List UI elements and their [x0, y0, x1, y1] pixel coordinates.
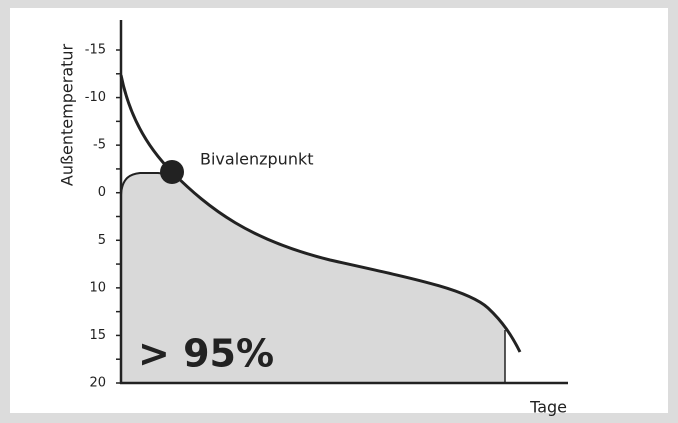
ticks: -15 -10 -5 0 5 10 15 20 [85, 43, 121, 391]
y-axis-label: Außentemperatur [58, 43, 77, 186]
area [121, 172, 505, 383]
y-tick-label: -15 [85, 43, 106, 58]
y-tick-label: 15 [89, 328, 106, 343]
y-tick-label: 10 [89, 280, 106, 295]
x-axis-label: Tage [529, 398, 567, 417]
y-tick-label: 20 [89, 376, 106, 391]
y-tick-label: 0 [98, 185, 106, 200]
bivalence-point [160, 160, 184, 184]
y-tick-label: 5 [98, 233, 106, 248]
annotation: Bivalenzpunkt [200, 150, 314, 169]
y-tick-label: -5 [93, 138, 106, 153]
y-tick-label: -10 [85, 90, 106, 105]
share-label: > 95% [138, 332, 274, 376]
load-curve [119, 74, 522, 353]
